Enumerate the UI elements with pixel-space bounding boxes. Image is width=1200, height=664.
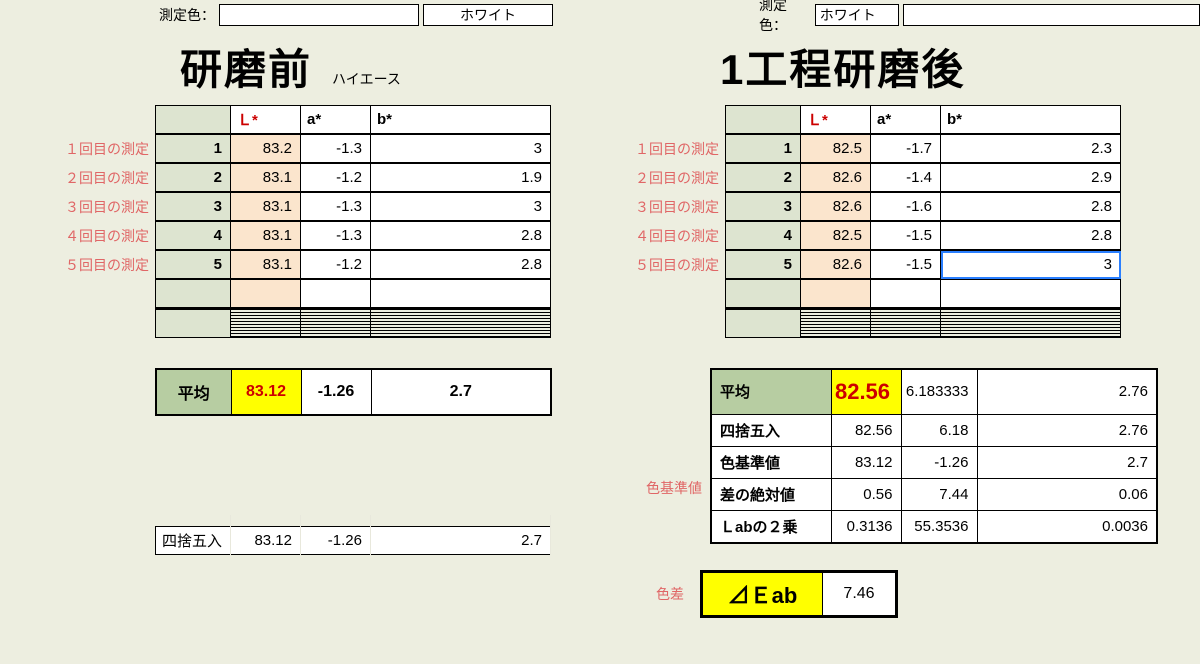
data-cell-a[interactable]: -1.7	[871, 135, 941, 163]
data-cell-L[interactable]: 82.6	[801, 164, 871, 192]
data-cell-L[interactable]: 83.1	[231, 193, 301, 221]
measure-row-label: ３回目の測定	[50, 197, 155, 217]
measure-color-input-a[interactable]	[219, 4, 419, 26]
header-L: Ｌ*	[231, 106, 301, 134]
data-cell-L[interactable]: 83.2	[231, 135, 301, 163]
header-b: b*	[941, 106, 1121, 134]
measure-row-label: ３回目の測定	[620, 197, 725, 217]
data-cell-idx[interactable]: 5	[156, 251, 231, 279]
header-L: Ｌ*	[801, 106, 871, 134]
delta-value: 7.46	[823, 573, 895, 615]
round-b: 2.7	[371, 526, 551, 554]
header-b: b*	[371, 106, 551, 134]
data-cell-a[interactable]: -1.2	[301, 251, 371, 279]
data-cell-b[interactable]: 3	[371, 193, 551, 221]
data-cell-idx[interactable]: 1	[726, 135, 801, 163]
data-cell-b[interactable]: 2.9	[941, 164, 1121, 192]
data-cell-a[interactable]: -1.5	[871, 222, 941, 250]
measure-row-label: ４回目の測定	[620, 226, 725, 246]
avg-b: 2.76	[977, 369, 1157, 415]
data-cell-idx[interactable]: 2	[726, 164, 801, 192]
stripes-row	[725, 308, 1121, 338]
delta-label: ⊿Ｅab	[703, 573, 823, 615]
data-cell-L[interactable]: 82.6	[801, 251, 871, 279]
round-table-before: 四捨五入 83.12 -1.26 2.7	[155, 526, 551, 555]
diff-label: 差の絶対値	[711, 479, 831, 511]
measure-row-label: ４回目の測定	[50, 226, 155, 246]
avg-L: 83.12	[231, 369, 301, 415]
data-cell-idx[interactable]: 3	[156, 193, 231, 221]
data-cell-idx[interactable]: 4	[156, 222, 231, 250]
delta-e-box: ⊿Ｅab 7.46	[700, 570, 898, 618]
data-cell-a[interactable]: -1.5	[871, 251, 941, 279]
data-cell-idx[interactable]: 4	[726, 222, 801, 250]
avg-label: 平均	[156, 369, 231, 415]
panel-after: 測定色： ホワイト 1工程研磨後 Ｌ* a* b* １回目の測定182.5-1.…	[600, 0, 1200, 618]
data-cell-b[interactable]: 1.9	[371, 164, 551, 192]
subtitle-before: ハイエース	[332, 69, 401, 89]
data-cell-L[interactable]: 83.1	[231, 222, 301, 250]
data-cell-a[interactable]: -1.3	[301, 135, 371, 163]
data-cell-L[interactable]: 82.5	[801, 222, 871, 250]
measure-row-label: １回目の測定	[620, 139, 725, 159]
measure-row-label: ５回目の測定	[620, 255, 725, 275]
avg-b: 2.7	[371, 369, 551, 415]
data-cell-b[interactable]: 2.8	[371, 251, 551, 279]
header-a: a*	[301, 106, 371, 134]
round-L: 83.12	[231, 526, 301, 554]
data-cell-a[interactable]: -1.4	[871, 164, 941, 192]
sq-label: Ｌabの２乗	[711, 511, 831, 543]
color-diff-label: 色差	[600, 584, 700, 604]
header-a: a*	[871, 106, 941, 134]
data-cell-idx[interactable]: 1	[156, 135, 231, 163]
panel-before: 測定色： ホワイト 研磨前 ハイエース Ｌ* a* b* １回目の測定183.2…	[0, 0, 600, 555]
data-cell-b[interactable]: 2.8	[941, 193, 1121, 221]
round-a: -1.26	[301, 526, 371, 554]
measure-color-input-a[interactable]: ホワイト	[815, 4, 899, 26]
avg-table-before: 平均 83.12 -1.26 2.7	[155, 368, 552, 416]
data-cell-idx[interactable]: 5	[726, 251, 801, 279]
data-cell-b[interactable]: 2.3	[941, 135, 1121, 163]
measure-color-label: 測定色：	[755, 0, 811, 35]
measure-color-input-b[interactable]	[903, 4, 1200, 26]
measure-row-label: ２回目の測定	[620, 168, 725, 188]
stripes-row	[155, 308, 551, 338]
ref-label: 色基準値	[711, 447, 831, 479]
avg-L: 82.56	[831, 369, 901, 415]
data-cell-b[interactable]: 2.8	[371, 222, 551, 250]
data-cell-idx[interactable]: 2	[156, 164, 231, 192]
data-cell-L[interactable]: 83.1	[231, 164, 301, 192]
data-table-after: Ｌ* a* b*	[725, 105, 1121, 134]
round-label: 四捨五入	[156, 526, 231, 554]
data-cell-b[interactable]: 2.8	[941, 222, 1121, 250]
data-cell-a[interactable]: -1.2	[301, 164, 371, 192]
avg-a: -1.26	[301, 369, 371, 415]
data-cell-L[interactable]: 82.6	[801, 193, 871, 221]
data-cell-b[interactable]: 3	[941, 251, 1121, 279]
avg-label: 平均	[711, 369, 831, 415]
data-cell-a[interactable]: -1.6	[871, 193, 941, 221]
ref-side-label: 色基準値	[600, 478, 710, 498]
avg-a: 6.183333	[901, 369, 977, 415]
calc-table-after: 平均 82.56 6.183333 2.76 四捨五入 82.56 6.18 2…	[710, 368, 1158, 544]
measure-color-label: 測定色：	[155, 5, 215, 25]
data-cell-L[interactable]: 83.1	[231, 251, 301, 279]
title-before: 研磨前	[180, 36, 312, 97]
data-cell-a[interactable]: -1.3	[301, 193, 371, 221]
data-cell-idx[interactable]: 3	[726, 193, 801, 221]
data-cell-L[interactable]: 82.5	[801, 135, 871, 163]
round-label: 四捨五入	[711, 415, 831, 447]
data-cell-b[interactable]: 3	[371, 135, 551, 163]
measure-row-label: １回目の測定	[50, 139, 155, 159]
measure-row-label: ５回目の測定	[50, 255, 155, 275]
data-table-before: Ｌ* a* b*	[155, 105, 551, 134]
title-after: 1工程研磨後	[720, 36, 1200, 97]
measure-row-label: ２回目の測定	[50, 168, 155, 188]
data-cell-a[interactable]: -1.3	[301, 222, 371, 250]
measure-color-input-b[interactable]: ホワイト	[423, 4, 553, 26]
